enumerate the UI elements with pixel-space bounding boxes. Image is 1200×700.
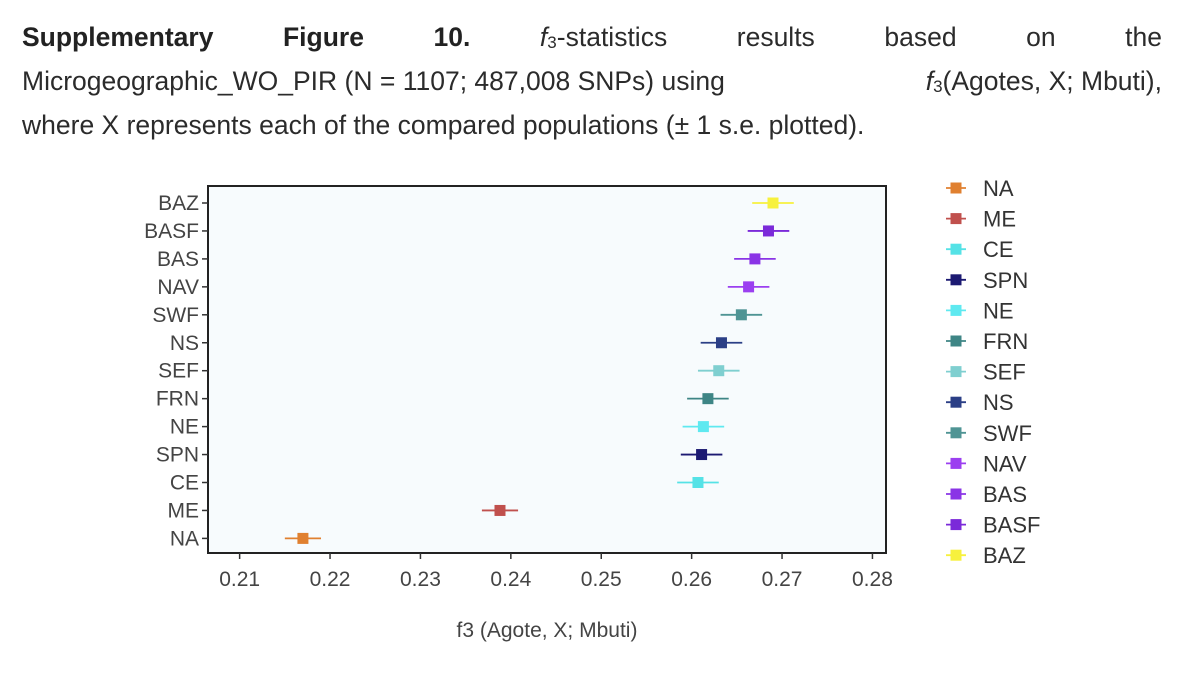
legend-label: BAS xyxy=(983,482,1027,507)
legend-key xyxy=(950,396,962,408)
y-tick-label: BAZ xyxy=(158,192,199,215)
legend-key xyxy=(950,335,962,347)
x-axis-label: f3 (Agote, X; Mbuti) xyxy=(457,619,638,642)
legend-label: SWF xyxy=(983,421,1032,446)
data-point xyxy=(702,393,714,405)
legend-label: NAV xyxy=(983,451,1027,476)
legend-key xyxy=(950,213,962,225)
f3-statistics-chart: 0.21 0.22 0.23 0.24 0.25 0.26 0.27 0.28 BAZ BASF B… xyxy=(144,176,1040,642)
legend-label: BAZ xyxy=(983,543,1026,568)
y-tick-label: BAS xyxy=(157,248,199,271)
y-tick-label: SPN xyxy=(156,444,199,467)
caption-word: f3-statistics xyxy=(540,18,667,62)
x-tick-label: 0.23 xyxy=(400,568,441,591)
caption-text: Microgeographic_WO_PIR (N = 1107; 487,00… xyxy=(22,66,725,96)
caption-text: f3(Agotes, X; Mbuti), xyxy=(926,62,1162,106)
legend-key xyxy=(950,488,962,500)
y-tick-label: NAV xyxy=(157,276,199,299)
caption-word: Supplementary xyxy=(22,22,214,52)
legend-label: ME xyxy=(983,207,1016,232)
data-point xyxy=(767,197,779,209)
legend-label: CE xyxy=(983,237,1014,262)
caption-word: results xyxy=(736,22,815,52)
x-tick-label: 0.21 xyxy=(219,568,260,591)
caption-line-1: Supplementary Figure 10. f3-statistics r… xyxy=(22,18,1162,62)
y-tick-label: NA xyxy=(170,527,199,550)
data-point xyxy=(743,281,755,293)
data-point xyxy=(749,253,761,265)
x-tick-label: 0.28 xyxy=(852,568,893,591)
y-tick-label: FRN xyxy=(156,388,199,411)
legend-label: SEF xyxy=(983,360,1026,385)
y-tick-label: CE xyxy=(170,472,199,495)
legend-key xyxy=(950,366,962,378)
f3-italic: f xyxy=(925,66,934,96)
legend-key xyxy=(950,549,962,561)
data-point xyxy=(494,504,506,516)
legend-key xyxy=(950,182,962,194)
y-tick-label: SWF xyxy=(152,304,199,327)
caption-word: on xyxy=(1026,22,1056,52)
legend-key xyxy=(950,519,962,531)
legend-key xyxy=(950,274,962,286)
figure-caption: Supplementary Figure 10. f3-statistics r… xyxy=(22,18,1162,145)
legend-key xyxy=(950,457,962,469)
f3-subscript: 3 xyxy=(933,77,943,96)
data-point xyxy=(715,337,727,349)
plot-panel xyxy=(207,185,887,554)
x-tick-label: 0.24 xyxy=(490,568,531,591)
legend-label: NE xyxy=(983,298,1014,323)
data-point xyxy=(713,365,725,377)
y-tick-label: BASF xyxy=(144,220,199,243)
data-point xyxy=(762,225,774,237)
data-point xyxy=(297,532,309,544)
legend-key xyxy=(950,427,962,439)
data-point xyxy=(735,309,747,321)
data-point xyxy=(696,449,708,461)
caption-text: (Agotes, X; Mbuti), xyxy=(942,66,1162,96)
caption-word: 10. xyxy=(433,22,471,52)
data-point xyxy=(697,421,709,433)
legend-label: NA xyxy=(983,176,1014,201)
x-tick-label: 0.26 xyxy=(671,568,712,591)
legend-label: SPN xyxy=(983,268,1028,293)
caption-line-2: Microgeographic_WO_PIR (N = 1107; 487,00… xyxy=(22,62,1162,106)
data-point xyxy=(692,477,704,488)
legend-label: FRN xyxy=(983,329,1028,354)
caption-word: based xyxy=(884,22,957,52)
caption-word: -statistics xyxy=(556,22,668,52)
caption-word: Figure xyxy=(283,22,364,52)
legend-key xyxy=(950,243,962,255)
f3-italic: f xyxy=(539,22,548,52)
legend-label: NS xyxy=(983,390,1014,415)
legend-label: BASF xyxy=(983,513,1040,538)
caption-line-3: where X represents each of the compared … xyxy=(22,110,865,140)
x-tick-label: 0.25 xyxy=(581,568,622,591)
x-tick-label: 0.22 xyxy=(310,568,351,591)
caption-word: the xyxy=(1125,22,1162,52)
legend-key xyxy=(950,304,962,316)
y-tick-label: NS xyxy=(170,332,199,355)
x-tick-label: 0.27 xyxy=(762,568,803,591)
y-tick-label: SEF xyxy=(158,360,199,383)
y-tick-label: ME xyxy=(168,499,200,522)
y-tick-label: NE xyxy=(170,416,199,439)
f3-subscript: 3 xyxy=(547,33,557,52)
